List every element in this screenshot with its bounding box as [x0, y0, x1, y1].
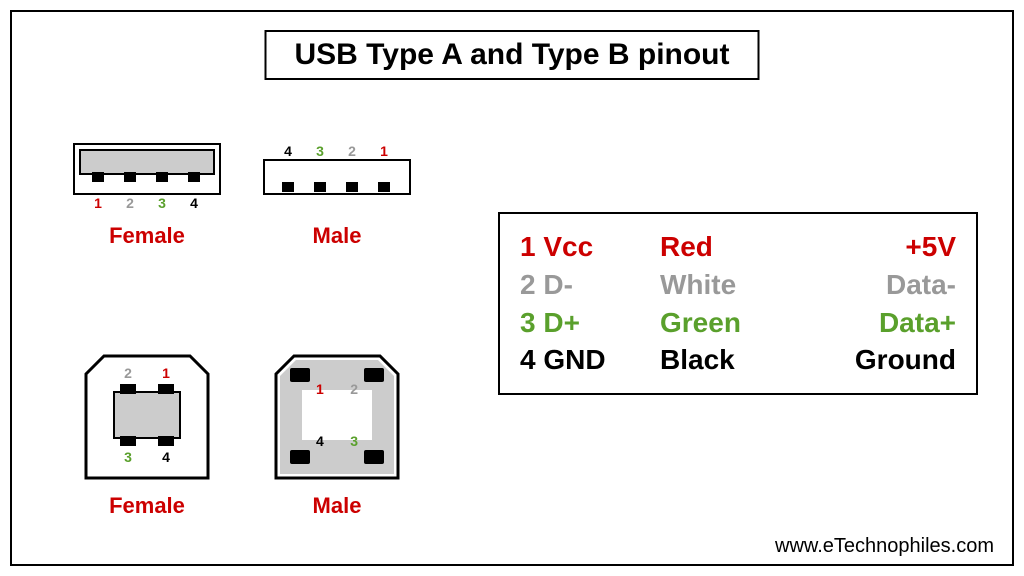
legend-cell: 3 D+ [520, 304, 660, 342]
legend-cell: 2 D- [520, 266, 660, 304]
credit-text: www.eTechnophiles.com [775, 535, 994, 558]
pin-2-label: 2 [350, 381, 358, 397]
legend-cell: +5V [830, 228, 956, 266]
legend-cell: Red [660, 228, 830, 266]
legend-cell: Black [660, 341, 830, 379]
diagram-frame: USB Type A and Type B pinout 1 2 3 4 Fem… [10, 10, 1014, 566]
legend-row-2: 2 D- White Data- [520, 266, 956, 304]
pin-1-label: 1 [94, 195, 102, 211]
legend-cell: Green [660, 304, 830, 342]
type-b-female-svg: 2 1 3 4 [82, 352, 212, 482]
pin-4-label: 4 [284, 143, 292, 159]
legend-cell: Data- [830, 266, 956, 304]
pin-1-label: 1 [162, 365, 170, 381]
connector-type-b-male: 1 2 4 3 Male [272, 352, 402, 519]
legend-cell: Data+ [830, 304, 956, 342]
pin-4-label: 4 [162, 449, 170, 465]
legend-table: 1 Vcc Red +5V 2 D- White Data- 3 D+ Gree… [498, 212, 978, 395]
legend-cell: 1 Vcc [520, 228, 660, 266]
type-a-male-svg: 4 3 2 1 [262, 142, 412, 212]
pin-3-label: 3 [350, 433, 358, 449]
diagram-title: USB Type A and Type B pinout [265, 30, 760, 80]
pin-3-label: 3 [124, 449, 132, 465]
type-a-male-label: Male [262, 223, 412, 249]
pin-3-label: 3 [316, 143, 324, 159]
type-a-female-label: Female [72, 223, 222, 249]
legend-row-1: 1 Vcc Red +5V [520, 228, 956, 266]
connector-type-b-female: 2 1 3 4 Female [82, 352, 212, 519]
type-b-male-svg: 1 2 4 3 [272, 352, 402, 482]
pin-2-label: 2 [124, 365, 132, 381]
pin-1-label: 1 [380, 143, 388, 159]
type-b-female-label: Female [82, 493, 212, 519]
pin-3-label: 3 [158, 195, 166, 211]
legend-cell: Ground [830, 341, 956, 379]
type-b-male-label: Male [272, 493, 402, 519]
legend-row-3: 3 D+ Green Data+ [520, 304, 956, 342]
legend-cell: 4 GND [520, 341, 660, 379]
legend-row-4: 4 GND Black Ground [520, 341, 956, 379]
connector-type-a-male: 4 3 2 1 Male [262, 142, 412, 249]
pin-4-label: 4 [316, 433, 324, 449]
type-a-female-svg: 1 2 3 4 [72, 142, 222, 212]
connector-type-a-female: 1 2 3 4 Female [72, 142, 222, 249]
pin-4-label: 4 [190, 195, 198, 211]
pin-2-label: 2 [348, 143, 356, 159]
legend-cell: White [660, 266, 830, 304]
pin-1-label: 1 [316, 381, 324, 397]
pin-2-label: 2 [126, 195, 134, 211]
